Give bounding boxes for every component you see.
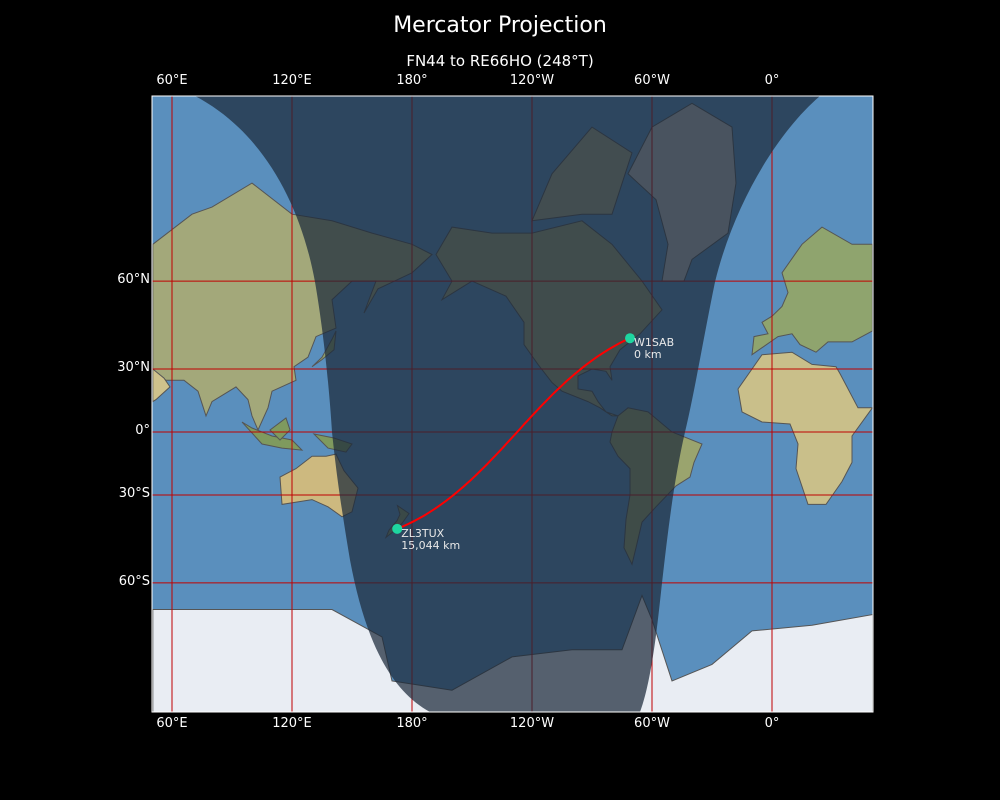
station-callsign: W1SAB (634, 336, 674, 349)
land-borneo (269, 417, 291, 441)
x-tick-bottom: 120°W (509, 716, 555, 731)
y-tick-label: 30°S (118, 485, 150, 501)
y-tick-label: 30°N (117, 360, 150, 376)
x-tick-top: 120°E (272, 73, 312, 88)
night-shading (195, 96, 820, 712)
station-marker (392, 523, 403, 534)
station-distance: 0 km (634, 348, 662, 361)
x-tick-top: 60°E (156, 73, 188, 88)
x-tick-top: 60°W (634, 73, 670, 88)
x-tick-top: 0° (764, 73, 780, 88)
x-tick-bottom: 0° (764, 716, 780, 731)
land-arabia (152, 367, 171, 403)
y-tick-label: 60°S (118, 573, 150, 589)
x-tick-top: 120°W (509, 73, 555, 88)
x-tick-bottom: 60°E (156, 716, 188, 731)
y-tick-label: 0° (135, 423, 150, 438)
map-subtitle: FN44 to RE66HO (248°T) (406, 52, 594, 70)
station-callsign: ZL3TUX (401, 527, 444, 540)
map-frame (151, 95, 874, 713)
land-indonesia (241, 421, 304, 451)
x-tick-top: 180° (396, 73, 428, 88)
x-tick-bottom: 120°E (272, 716, 312, 731)
station-distance: 15,044 km (401, 539, 460, 552)
x-tick-bottom: 180° (396, 716, 428, 731)
great-circle-path (396, 337, 631, 530)
x-tick-bottom: 60°W (634, 716, 670, 731)
land-europe (751, 226, 873, 356)
y-tick-label: 60°N (117, 272, 150, 288)
map-title: Mercator Projection (393, 13, 607, 38)
station-marker (625, 333, 635, 344)
